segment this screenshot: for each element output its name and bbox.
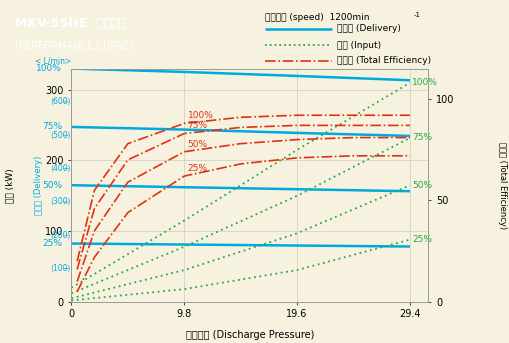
Text: 75%: 75% <box>187 121 208 130</box>
Text: ⟨100⟩: ⟨100⟩ <box>50 264 71 273</box>
Text: 75%: 75% <box>42 122 62 131</box>
Text: ⟨600⟩: ⟨600⟩ <box>50 97 71 106</box>
Text: < L/min>: < L/min> <box>35 57 71 66</box>
Text: 吐出圧力 (Discharge Pressure): 吐出圧力 (Discharge Pressure) <box>185 330 314 340</box>
Text: 100%: 100% <box>411 78 437 87</box>
Text: 入力 (kW): 入力 (kW) <box>6 168 15 203</box>
Text: 100%: 100% <box>187 111 213 120</box>
Text: MKV-55HE  性能線図: MKV-55HE 性能線図 <box>15 17 125 30</box>
Text: 吐出量 (Delivery): 吐出量 (Delivery) <box>34 155 43 215</box>
Text: 50%: 50% <box>411 181 432 190</box>
Text: 25%: 25% <box>411 235 432 244</box>
Text: 全効率 (Total Efficiency): 全効率 (Total Efficiency) <box>336 56 431 65</box>
Text: (PERFORMANCE CURVE): (PERFORMANCE CURVE) <box>15 40 132 50</box>
Text: 全効率 (Total Efficiency): 全効率 (Total Efficiency) <box>497 142 506 229</box>
Text: 50%: 50% <box>187 140 208 149</box>
Text: 25%: 25% <box>42 239 62 248</box>
Text: -1: -1 <box>413 12 420 18</box>
Text: 入力 (Input): 入力 (Input) <box>336 41 381 50</box>
Text: 50%: 50% <box>42 181 62 190</box>
Text: ⟨400⟩: ⟨400⟩ <box>50 164 71 173</box>
Text: ⟨300⟩: ⟨300⟩ <box>50 197 71 206</box>
Text: 25%: 25% <box>187 164 207 173</box>
Text: 回転速度 (speed)  1200min: 回転速度 (speed) 1200min <box>265 13 369 22</box>
Text: 100%: 100% <box>36 64 62 73</box>
Text: ⟨500⟩: ⟨500⟩ <box>50 131 71 140</box>
Text: ⟨200⟩: ⟨200⟩ <box>50 231 71 240</box>
Text: 吐出量 (Delivery): 吐出量 (Delivery) <box>336 24 400 33</box>
Text: 75%: 75% <box>411 133 432 142</box>
